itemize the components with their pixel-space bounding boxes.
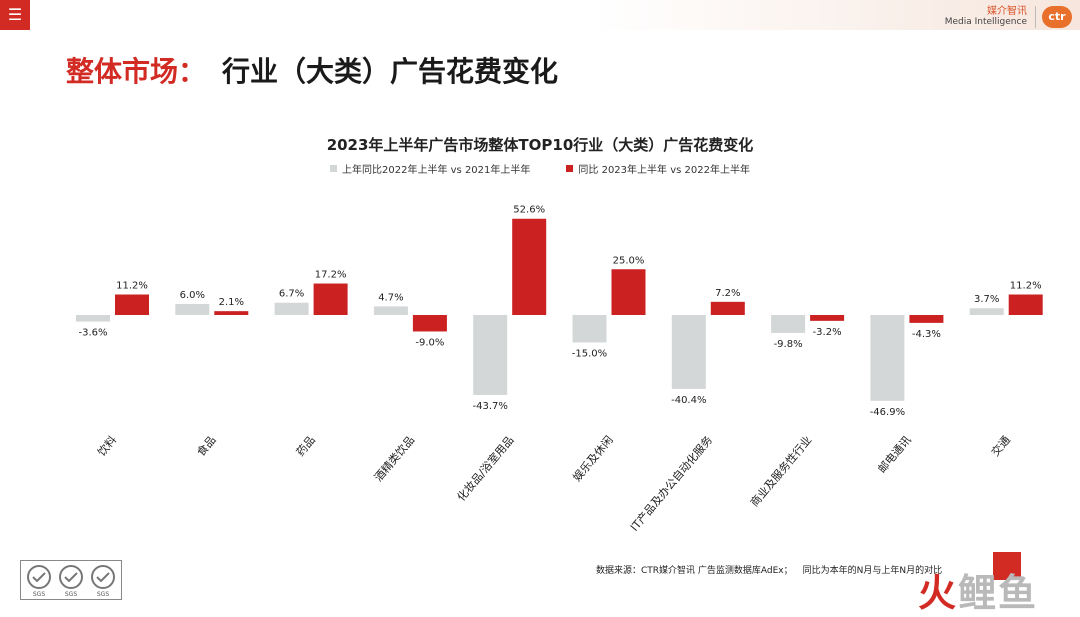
bar-curr <box>909 315 944 323</box>
bar-value-label: -3.6% <box>78 328 107 339</box>
bar-value-label: -4.3% <box>912 329 941 340</box>
page-title: 整体市场： 行业（大类）广告花费变化 <box>66 50 558 90</box>
bar-value-label: 17.2% <box>315 270 347 281</box>
bar-value-label: -40.4% <box>671 395 706 406</box>
legend-swatch-curr <box>566 165 574 172</box>
bar-prev <box>870 315 905 401</box>
bar-value-label: 6.7% <box>279 289 304 300</box>
source-text-b: 同比为本年的N月与上年N月的对比 <box>802 566 943 576</box>
legend-label-curr: 同比 2023年上半年 vs 2022年上半年 <box>578 165 750 176</box>
bar-value-label: -43.7% <box>473 401 508 412</box>
top-bar: ☰ 媒介智讯 Media Intelligence ctr <box>0 0 1080 30</box>
page-title-prefix: 整体市场： <box>66 55 207 88</box>
bar-value-label: 6.0% <box>180 290 205 301</box>
category-label: 化妆品/浴室用品 <box>454 433 517 504</box>
bar-value-label: -15.0% <box>572 348 607 359</box>
bar-prev <box>373 306 408 315</box>
cert-label: SGS <box>96 591 110 598</box>
data-source: 数据来源：CTR媒介智讯 广告监测数据库AdEx； 同比为本年的N月与上年N月的对… <box>596 563 942 576</box>
certification-logos: SGS SGS SGS <box>20 560 122 600</box>
bar-value-label: -9.8% <box>774 339 803 350</box>
category-label: 药品 <box>294 434 318 459</box>
bar-prev <box>969 308 1004 315</box>
bar-curr <box>115 294 149 315</box>
bar-curr <box>1008 294 1043 315</box>
bar-value-label: 3.7% <box>974 294 999 305</box>
brand: 媒介智讯 Media Intelligence ctr <box>945 5 1072 29</box>
ctr-logo: ctr <box>1042 6 1072 28</box>
legend-item-prev: 上年同比2022年上半年 vs 2021年上半年 <box>330 161 530 176</box>
chart-title: 2023年上半年广告市场整体TOP10行业（大类）广告花费变化 <box>326 136 754 154</box>
bar-value-label: -46.9% <box>870 407 905 418</box>
category-label: 食品 <box>194 433 219 459</box>
category-label: 商业及服务性行业 <box>747 433 814 509</box>
red-corner-block <box>993 552 1021 580</box>
brand-divider <box>1035 6 1036 28</box>
brand-en: Media Intelligence <box>944 17 1027 27</box>
bar-curr <box>512 218 547 315</box>
brand-cn: 媒介智讯 <box>987 6 1027 17</box>
bar-value-label: 7.2% <box>715 288 740 299</box>
bar-value-label: 11.2% <box>1010 281 1042 292</box>
bar-curr <box>313 283 348 315</box>
bar-value-label: 4.7% <box>378 292 403 303</box>
category-label: 饮料 <box>94 433 119 459</box>
bar-value-label: 52.6% <box>513 205 545 216</box>
bar-curr <box>810 315 845 321</box>
bar-curr <box>710 301 745 315</box>
chart-legend: 上年同比2022年上半年 vs 2021年上半年 同比 2023年上半年 vs … <box>0 161 1080 176</box>
category-label: 邮电通讯 <box>875 434 913 476</box>
bar-value-label: -9.0% <box>415 337 444 348</box>
bar-value-label: 25.0% <box>613 255 645 266</box>
category-label: 交通 <box>988 433 1013 459</box>
bar-prev <box>671 315 706 389</box>
sgs-seal-icon <box>59 565 83 589</box>
hamburger-icon[interactable]: ☰ <box>0 0 30 30</box>
bar-prev <box>771 315 806 333</box>
page-title-main: 行业（大类）广告花费变化 <box>222 55 559 88</box>
bar-curr <box>412 315 447 332</box>
category-label: IT产品及办公自动化服务 <box>627 433 715 534</box>
legend-swatch-prev <box>330 165 338 172</box>
bar-value-label: 11.2% <box>116 281 148 292</box>
legend-label-prev: 上年同比2022年上半年 vs 2021年上半年 <box>342 165 531 176</box>
category-label: 娱乐及休闲 <box>570 433 616 484</box>
bar-value-label: -3.2% <box>813 327 842 338</box>
bar-prev <box>572 315 607 343</box>
bar-prev <box>175 304 210 315</box>
legend-item-curr: 同比 2023年上半年 vs 2022年上半年 <box>566 161 750 176</box>
sgs-seal-icon <box>27 565 51 589</box>
bar-prev <box>76 315 110 322</box>
bar-curr <box>611 269 646 315</box>
bar-prev <box>274 302 309 315</box>
source-text-a: 数据来源：CTR媒介智讯 广告监测数据库AdEx； <box>596 566 793 576</box>
cert-label: SGS <box>32 591 46 598</box>
sgs-seal-icon <box>91 565 115 589</box>
bar-prev <box>473 315 508 395</box>
cert-label: SGS <box>64 591 78 598</box>
bar-value-label: 2.1% <box>219 297 244 308</box>
category-label: 酒精类饮品 <box>371 433 417 484</box>
bar-curr <box>214 311 249 315</box>
watermark: 火鲤鱼 <box>918 571 1039 615</box>
